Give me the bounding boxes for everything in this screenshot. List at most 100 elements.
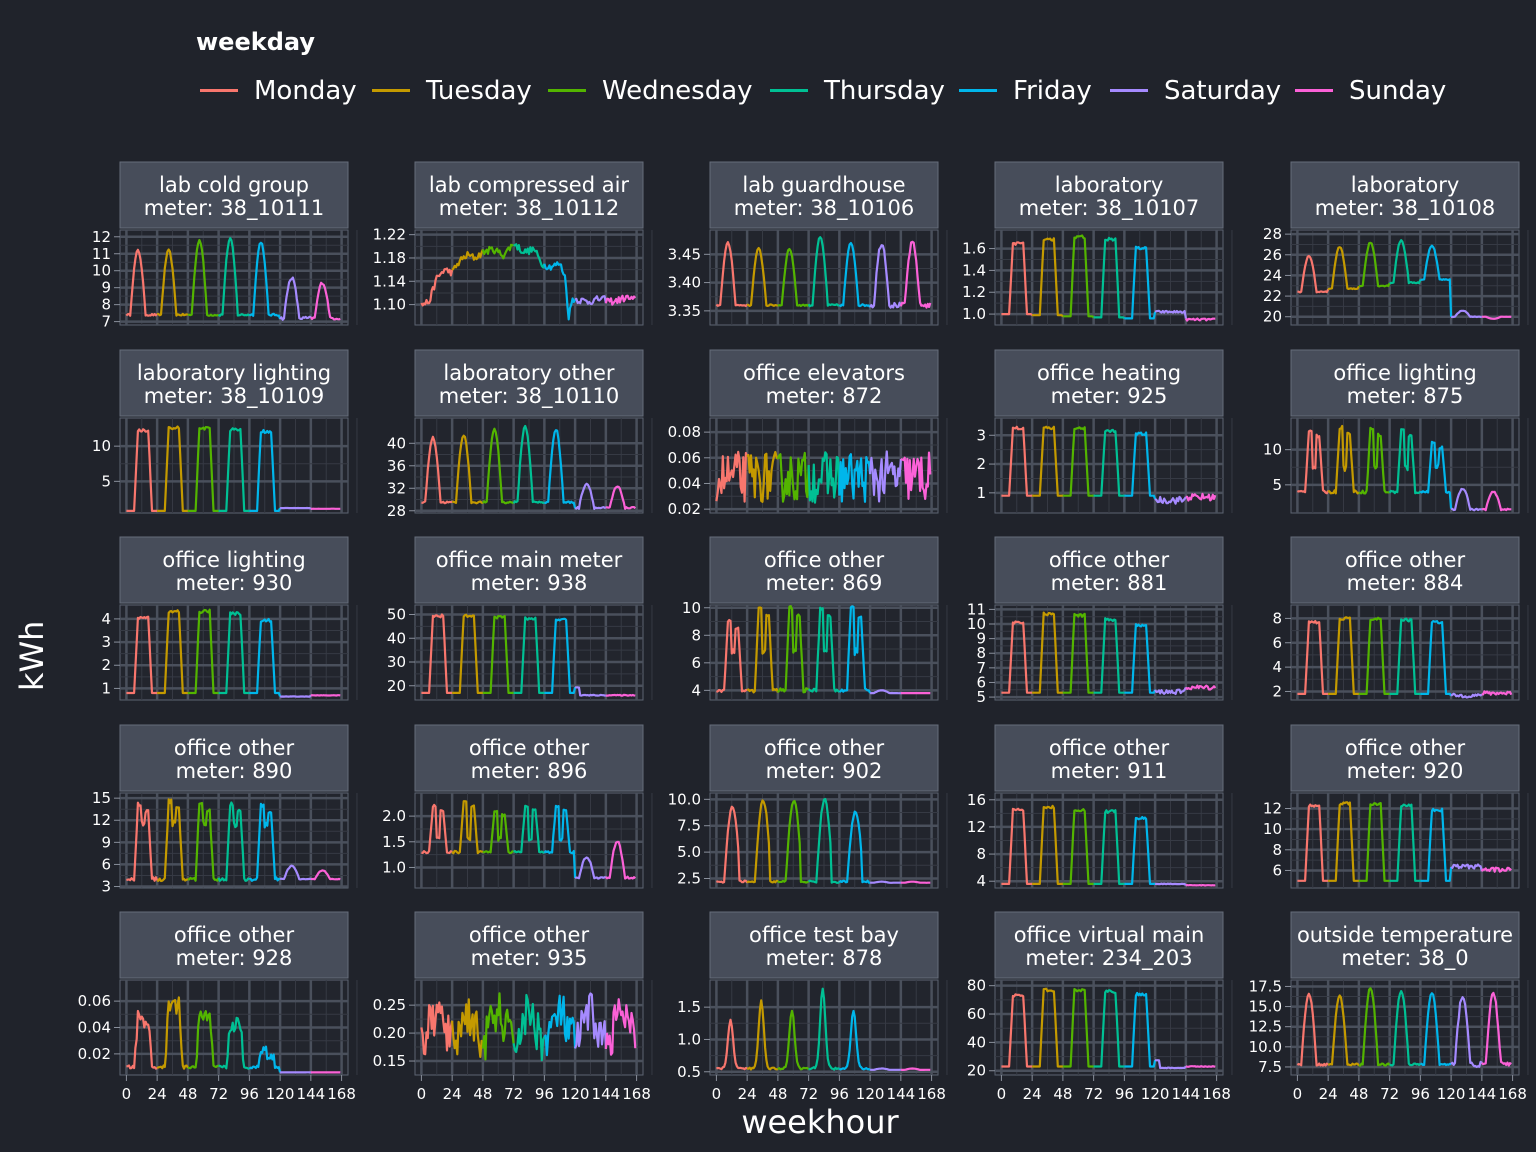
facet-title: meter: 38_10109 xyxy=(144,384,325,409)
facet-title: outside temperature xyxy=(1297,923,1513,947)
legend-swatch xyxy=(1295,89,1333,92)
series-line-thursday xyxy=(1389,617,1421,696)
y-tick-label: 2 xyxy=(1272,682,1282,700)
series-line-monday xyxy=(1297,803,1329,882)
series-line-friday xyxy=(544,429,577,509)
series-line-friday xyxy=(838,453,872,503)
series-line-wednesday xyxy=(1358,616,1390,696)
y-tick-label: 6 xyxy=(691,654,701,672)
y-tick-label: 80 xyxy=(967,977,986,995)
series-line-sunday xyxy=(900,1067,931,1072)
facet-title: lab cold group xyxy=(159,173,309,197)
series-line-monday xyxy=(126,1009,158,1070)
series-line-friday xyxy=(1419,440,1453,509)
series-line-thursday xyxy=(513,243,546,269)
y-tick-label: 6 xyxy=(976,673,986,691)
y-tick-label: 8 xyxy=(976,845,986,863)
series-line-saturday xyxy=(1154,309,1187,319)
series-line-wednesday xyxy=(187,426,219,512)
facet-title: office lighting xyxy=(1333,361,1476,385)
series-line-thursday xyxy=(1388,428,1422,495)
series-line-thursday xyxy=(807,236,840,308)
facet-strip xyxy=(119,724,349,792)
series-line-monday xyxy=(126,615,158,695)
y-tick-label: 26 xyxy=(1263,246,1282,264)
y-tick-label: 28 xyxy=(387,502,406,520)
series-line-thursday xyxy=(1389,239,1422,285)
series-line-saturday xyxy=(280,506,312,510)
y-tick-label: 1.5 xyxy=(382,833,406,851)
facet-strip xyxy=(709,161,939,229)
series-line-friday xyxy=(838,810,871,884)
y-tick-label: 8 xyxy=(101,296,111,314)
y-tick-label: 1.14 xyxy=(373,272,406,290)
series-line-wednesday xyxy=(187,608,219,695)
series-line-wednesday xyxy=(187,238,220,317)
series-line-monday xyxy=(1001,425,1033,497)
series-line-monday xyxy=(126,801,159,882)
y-tick-label: 0.04 xyxy=(668,474,701,492)
facet-title: laboratory other xyxy=(443,361,615,385)
legend-label: Thursday xyxy=(824,76,945,106)
y-tick-label: 3 xyxy=(101,878,111,896)
series-line-sunday xyxy=(1480,866,1512,873)
series-line-monday xyxy=(1001,620,1033,694)
facet-strip xyxy=(1290,349,1520,417)
x-tick-label: 120 xyxy=(561,1085,590,1103)
series-line-tuesday xyxy=(452,613,483,695)
y-tick-label: 10 xyxy=(967,615,986,633)
series-line-monday xyxy=(716,1018,748,1071)
series-line-thursday xyxy=(1093,236,1126,320)
series-line-thursday xyxy=(1389,803,1421,882)
series-line-sunday xyxy=(310,869,341,881)
x-tick-label: 72 xyxy=(799,1085,818,1103)
series-line-wednesday xyxy=(777,247,810,308)
series-line-thursday xyxy=(807,606,841,693)
series-line-tuesday xyxy=(451,434,484,505)
facet-title: office other xyxy=(1345,736,1466,760)
facet-strip xyxy=(414,724,644,792)
series-line-saturday xyxy=(869,450,902,503)
facet-title: laboratory xyxy=(1055,173,1164,197)
series-line-friday xyxy=(1420,244,1453,317)
series-line-tuesday xyxy=(1328,994,1360,1067)
facet-title: meter: 38_10108 xyxy=(1315,196,1496,221)
x-tick-label: 0 xyxy=(712,1085,722,1103)
y-tick-label: 2 xyxy=(976,455,986,473)
series-line-saturday xyxy=(869,244,902,309)
series-line-thursday xyxy=(217,801,250,882)
y-tick-label: 8 xyxy=(1272,841,1282,859)
series-line-thursday xyxy=(512,424,545,504)
y-tick-label: 20 xyxy=(1263,308,1282,326)
facet-strip xyxy=(119,911,349,979)
x-tick-label: 96 xyxy=(1411,1085,1430,1103)
series-line-monday xyxy=(421,435,453,505)
x-tick-label: 144 xyxy=(1468,1085,1497,1103)
facet-title: office lighting xyxy=(162,548,305,572)
y-tick-label: 8 xyxy=(976,644,986,662)
series-line-friday xyxy=(543,994,577,1057)
series-line-tuesday xyxy=(746,450,779,503)
y-tick-label: 1.0 xyxy=(382,858,406,876)
series-line-wednesday xyxy=(1358,241,1391,288)
legend-swatch xyxy=(548,89,586,92)
y-tick-label: 5 xyxy=(976,688,986,706)
series-line-thursday xyxy=(217,237,251,317)
facet-strip xyxy=(994,724,1224,792)
series-line-thursday xyxy=(513,616,545,695)
series-line-monday xyxy=(421,803,453,855)
facet-title: meter: 935 xyxy=(471,946,588,970)
series-line-tuesday xyxy=(746,999,778,1071)
y-tick-label: 12 xyxy=(92,228,111,246)
series-line-sunday xyxy=(605,693,636,697)
facet-strip xyxy=(1290,161,1520,229)
y-tick-label: 10 xyxy=(92,262,111,280)
y-tick-label: 5.0 xyxy=(677,843,701,861)
facet-title: meter: 890 xyxy=(176,759,293,783)
series-line-thursday xyxy=(218,427,250,512)
series-line-saturday xyxy=(1450,309,1483,319)
facet-strip xyxy=(119,536,349,604)
y-tick-label: 40 xyxy=(387,629,406,647)
series-line-monday xyxy=(1001,993,1033,1068)
x-tick-label: 120 xyxy=(266,1085,295,1103)
